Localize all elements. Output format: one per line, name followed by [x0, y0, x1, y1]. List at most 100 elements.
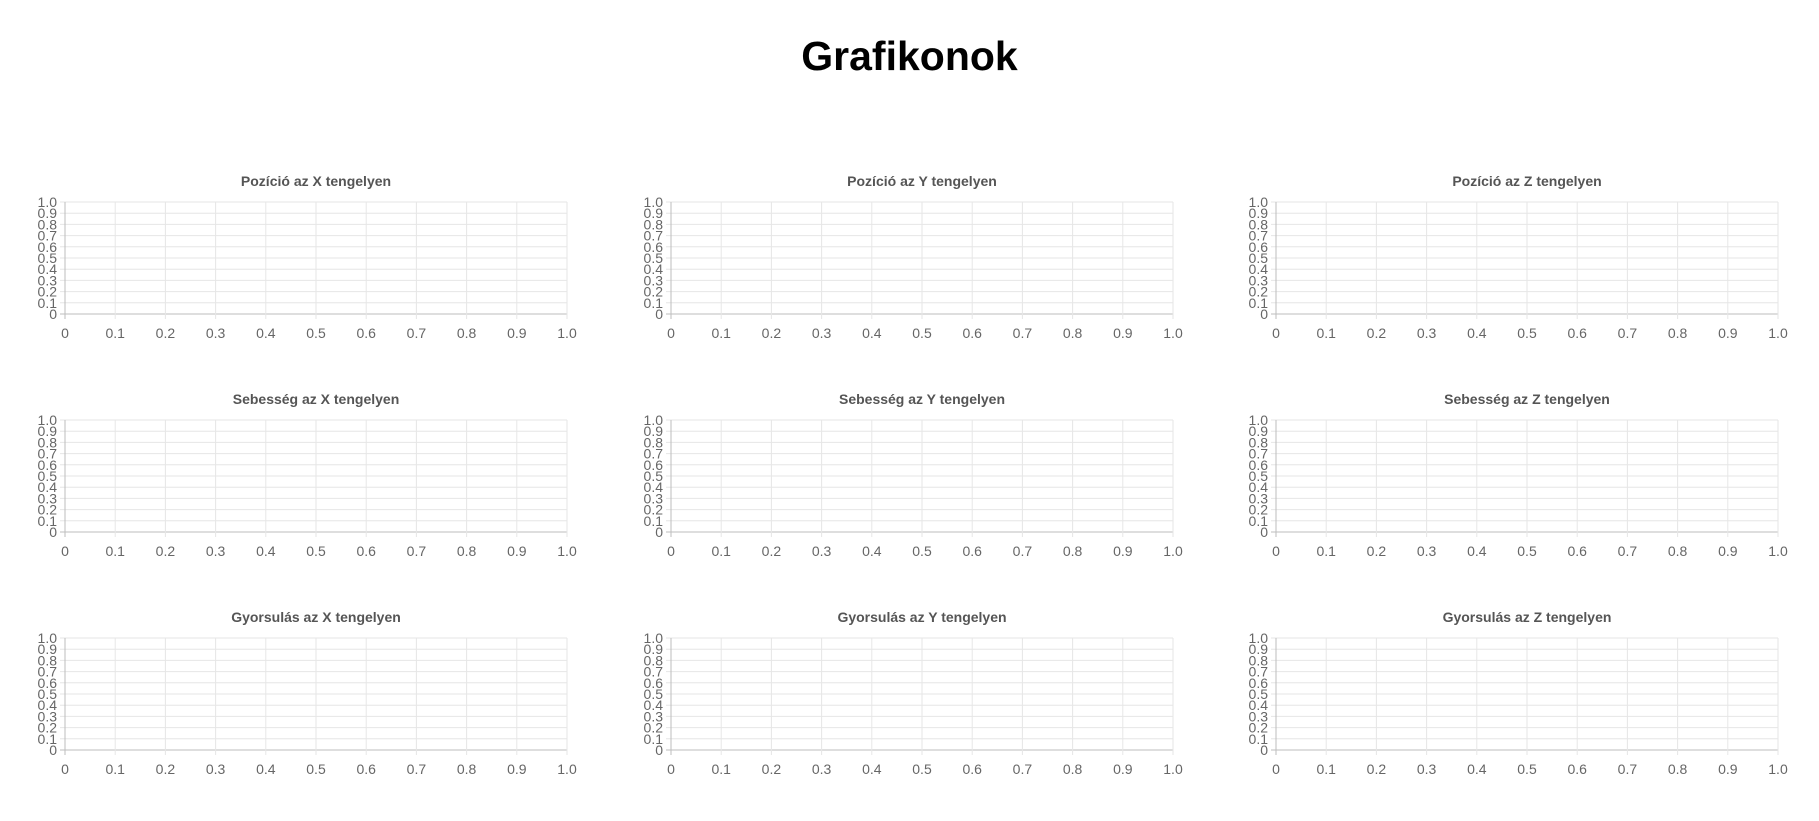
y-tick-label: 0.3 — [1249, 708, 1269, 724]
chart-svg: Sebesség az Y tengelyen00.10.20.30.40.50… — [644, 391, 1183, 559]
y-tick-label: 0.5 — [644, 686, 664, 702]
y-tick-label: 0.4 — [38, 261, 58, 277]
chart-panel: Pozíció az Z tengelyen 0 0.1 0.2 0.3 0.4 0.5 0.… — [1223, 168, 1803, 358]
x-tick-label: 0 — [667, 543, 675, 559]
y-tick-label: 0.6 — [38, 457, 58, 473]
x-tick-label: 0.4 — [1467, 325, 1487, 341]
x-tick-label: 1.0 — [557, 543, 577, 559]
x-tick-label: 0.1 — [105, 761, 125, 777]
y-tick-label: 0.8 — [38, 216, 58, 232]
y-tick-label: 0.5 — [644, 250, 664, 266]
x-tick-label: 0 — [667, 761, 675, 777]
chart-svg: Gyorsulás az Z tengelyen00.10.20.30.40.5… — [1249, 609, 1788, 777]
y-tick-label: 0.7 — [38, 664, 58, 680]
x-tick-label: 0.8 — [1668, 325, 1688, 341]
y-tick-label: 0.1 — [38, 513, 58, 529]
y-tick-label: 0 — [49, 524, 57, 540]
y-tick-label: 0.3 — [38, 272, 58, 288]
y-tick-label: 0.7 — [644, 664, 664, 680]
y-tick-label: 0.1 — [644, 295, 664, 311]
y-tick-label: 0 — [655, 306, 663, 322]
chart-panel: Sebesség az Y tengelyen 0 0.1 0.2 0.3 0.4 0.5 0… — [618, 386, 1198, 576]
y-tick-label: 1.0 — [1249, 630, 1269, 646]
x-tick-label: 0.5 — [306, 325, 326, 341]
y-tick-label: 0.9 — [1249, 205, 1269, 221]
chart-svg: Pozíció az X tengelyen00.10.20.30.40.50.… — [38, 173, 577, 341]
y-tick-label: 0.7 — [1249, 228, 1269, 244]
y-tick-label: 0.7 — [644, 446, 664, 462]
x-tick-label: 0.4 — [862, 761, 882, 777]
y-tick-label: 0.7 — [644, 228, 664, 244]
x-tick-label: 0.7 — [1013, 761, 1033, 777]
chart-panel: Pozíció az X tengelyen 0 0.1 0.2 0.3 0.4 0.5 0.… — [12, 168, 592, 358]
x-tick-label: 0.3 — [812, 761, 832, 777]
x-tick-label: 0.1 — [1316, 325, 1336, 341]
y-tick-label: 0.6 — [1249, 675, 1269, 691]
x-tick-label: 0 — [1272, 543, 1280, 559]
x-tick-label: 0.2 — [1367, 761, 1387, 777]
x-tick-label: 0.6 — [1567, 325, 1587, 341]
chart-panel: Gyorsulás az X tengelyen 0 0.1 0.2 0.3 0.4 0.5… — [12, 604, 592, 794]
y-tick-label: 0.3 — [38, 708, 58, 724]
y-tick-label: 0.9 — [1249, 423, 1269, 439]
y-tick-label: 0.4 — [644, 261, 664, 277]
y-tick-label: 0.5 — [38, 250, 58, 266]
x-tick-label: 0.8 — [457, 761, 477, 777]
x-tick-label: 0.2 — [1367, 325, 1387, 341]
y-tick-label: 0.6 — [644, 675, 664, 691]
x-tick-label: 0.6 — [356, 761, 376, 777]
x-tick-label: 1.0 — [1163, 543, 1183, 559]
chart-title: Gyorsulás az Y tengelyen — [837, 609, 1006, 625]
y-tick-label: 0.1 — [1249, 731, 1269, 747]
x-tick-label: 0.1 — [105, 543, 125, 559]
x-tick-label: 0.9 — [507, 543, 527, 559]
x-tick-label: 0 — [1272, 325, 1280, 341]
x-tick-label: 1.0 — [1768, 325, 1788, 341]
x-tick-label: 0.2 — [762, 543, 782, 559]
y-tick-label: 0.2 — [1249, 502, 1269, 518]
x-tick-label: 1.0 — [557, 325, 577, 341]
y-tick-label: 0.1 — [38, 731, 58, 747]
y-tick-label: 0 — [1260, 524, 1268, 540]
x-tick-label: 0 — [667, 325, 675, 341]
x-tick-label: 0.6 — [962, 325, 982, 341]
y-tick-label: 0 — [655, 742, 663, 758]
y-tick-label: 0 — [49, 742, 57, 758]
x-tick-label: 0.9 — [1718, 325, 1738, 341]
chart-svg: Sebesség az X tengelyen00.10.20.30.40.50… — [38, 391, 577, 559]
chart-panel: Sebesség az X tengelyen 0 0.1 0.2 0.3 0.4 0.5 0… — [12, 386, 592, 576]
y-tick-label: 0.2 — [644, 720, 664, 736]
y-tick-label: 0.3 — [38, 490, 58, 506]
y-tick-label: 0.1 — [644, 513, 664, 529]
x-tick-label: 0.3 — [206, 761, 226, 777]
y-tick-label: 0.9 — [38, 423, 58, 439]
y-tick-label: 1.0 — [38, 194, 58, 210]
y-tick-label: 0.2 — [38, 502, 58, 518]
x-tick-label: 0.4 — [862, 543, 882, 559]
y-tick-label: 0.8 — [38, 434, 58, 450]
y-tick-label: 0.5 — [38, 468, 58, 484]
x-tick-label: 0.2 — [156, 761, 176, 777]
chart-svg: Gyorsulás az Y tengelyen00.10.20.30.40.5… — [644, 609, 1183, 777]
chart-panel: Gyorsulás az Y tengelyen 0 0.1 0.2 0.3 0.4 0.5… — [618, 604, 1198, 794]
x-tick-label: 0.4 — [256, 325, 276, 341]
x-tick-label: 0.3 — [812, 543, 832, 559]
x-tick-label: 0.9 — [1718, 543, 1738, 559]
y-tick-label: 0.9 — [644, 641, 664, 657]
y-tick-label: 0.6 — [38, 239, 58, 255]
y-tick-label: 1.0 — [38, 412, 58, 428]
y-tick-label: 0 — [49, 306, 57, 322]
x-tick-label: 0.3 — [812, 325, 832, 341]
x-tick-label: 0.2 — [1367, 543, 1387, 559]
y-tick-label: 0.5 — [38, 686, 58, 702]
x-tick-label: 0.4 — [862, 325, 882, 341]
chart-svg: Gyorsulás az X tengelyen00.10.20.30.40.5… — [38, 609, 577, 777]
x-tick-label: 0.7 — [407, 325, 427, 341]
x-tick-label: 0.6 — [1567, 761, 1587, 777]
y-tick-label: 0.6 — [38, 675, 58, 691]
y-tick-label: 0.7 — [1249, 446, 1269, 462]
y-tick-label: 0.3 — [1249, 490, 1269, 506]
y-tick-label: 0.8 — [644, 652, 664, 668]
x-tick-label: 0.2 — [762, 761, 782, 777]
y-tick-label: 0.8 — [1249, 216, 1269, 232]
